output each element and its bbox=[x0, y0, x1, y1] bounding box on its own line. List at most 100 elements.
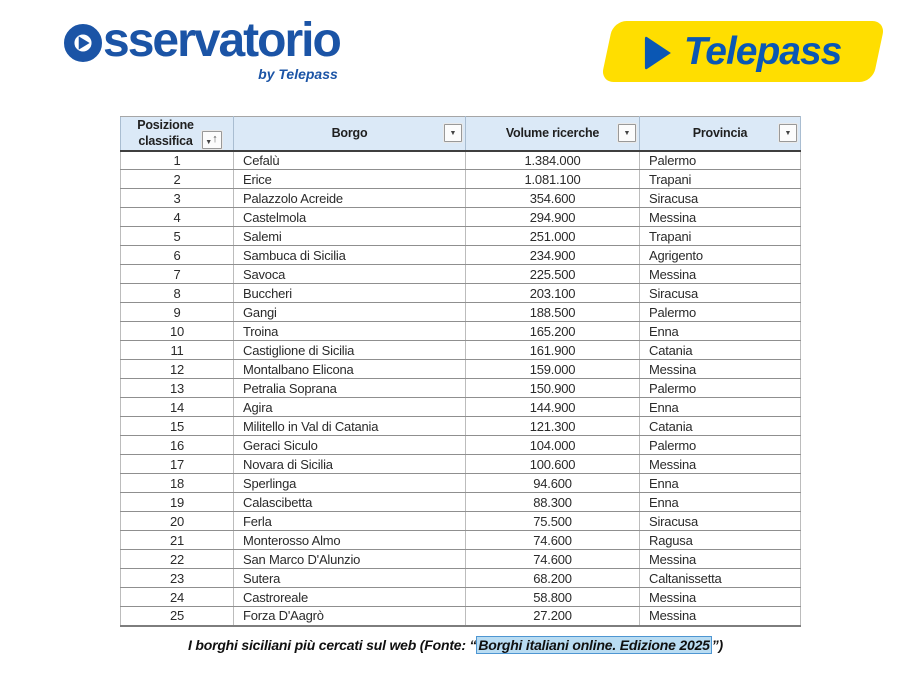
column-label-posizione: Posizione classifica bbox=[137, 118, 194, 149]
table-row: 10 Troina 165.200 Enna bbox=[120, 321, 801, 341]
volume-cell: 1.384.000 bbox=[465, 150, 640, 170]
provincia-cell: Catania bbox=[639, 340, 801, 360]
borgo-cell: San Marco D'Alunzio bbox=[233, 549, 466, 569]
borgo-cell: Sutera bbox=[233, 568, 466, 588]
borgo-cell: Sambuca di Sicilia bbox=[233, 245, 466, 265]
filter-button-volume[interactable]: ▼ bbox=[618, 124, 636, 143]
borgo-cell: Calascibetta bbox=[233, 492, 466, 512]
rank-cell: 14 bbox=[120, 397, 234, 417]
caption-highlighted-source: Borghi italiani online. Edizione 2025 bbox=[476, 636, 712, 654]
table-row: 7 Savoca 225.500 Messina bbox=[120, 264, 801, 284]
filter-sort-button-posizione[interactable]: ▼ ↑ bbox=[201, 130, 222, 149]
rank-cell: 9 bbox=[120, 302, 234, 322]
filter-button-borgo[interactable]: ▼ bbox=[444, 124, 462, 143]
caption-prefix: I borghi siciliani più cercati sul web (… bbox=[187, 637, 477, 653]
telepass-logo: Telepass bbox=[600, 21, 886, 82]
borgo-cell: Castelmola bbox=[233, 207, 466, 227]
rank-cell: 7 bbox=[120, 264, 234, 284]
rank-cell: 1 bbox=[120, 150, 234, 170]
provincia-cell: Enna bbox=[639, 397, 801, 417]
rank-cell: 25 bbox=[120, 606, 234, 627]
table-row: 2 Erice 1.081.100 Trapani bbox=[120, 169, 801, 189]
provincia-cell: Palermo bbox=[639, 302, 801, 322]
telepass-play-icon bbox=[645, 35, 672, 69]
play-circle-icon bbox=[64, 24, 102, 63]
volume-cell: 150.900 bbox=[465, 378, 640, 398]
column-label-volume: Volume ricerche bbox=[505, 126, 600, 141]
provincia-cell: Palermo bbox=[639, 435, 801, 455]
rank-cell: 17 bbox=[120, 454, 234, 474]
rank-cell: 12 bbox=[120, 359, 234, 379]
rank-cell: 24 bbox=[120, 587, 234, 607]
table-row: 8 Buccheri 203.100 Siracusa bbox=[120, 283, 801, 303]
column-header-posizione-classifica: Posizione classifica ▼ ↑ bbox=[120, 116, 234, 152]
volume-cell: 88.300 bbox=[465, 492, 640, 512]
table-row: 12 Montalbano Elicona 159.000 Messina bbox=[120, 359, 801, 379]
volume-cell: 165.200 bbox=[465, 321, 640, 341]
borgo-cell: Geraci Siculo bbox=[233, 435, 466, 455]
provincia-cell: Agrigento bbox=[639, 245, 801, 265]
caption: I borghi siciliani più cercati sul web (… bbox=[0, 636, 911, 654]
provincia-cell: Palermo bbox=[639, 378, 801, 398]
volume-cell: 161.900 bbox=[465, 340, 640, 360]
rank-cell: 15 bbox=[120, 416, 234, 436]
borgo-cell: Castiglione di Sicilia bbox=[233, 340, 466, 360]
rank-cell: 6 bbox=[120, 245, 234, 265]
provincia-cell: Trapani bbox=[639, 169, 801, 189]
filter-button-provincia[interactable]: ▼ bbox=[779, 124, 797, 143]
provincia-cell: Siracusa bbox=[639, 511, 801, 531]
filter-dropdown-icon: ▼ bbox=[205, 138, 213, 146]
osservatorio-byline: by Telepass bbox=[258, 66, 338, 83]
table-row: 18 Sperlinga 94.600 Enna bbox=[120, 473, 801, 493]
borghi-ranking-table: Posizione classifica ▼ ↑ Borgo ▼ Volume … bbox=[120, 116, 801, 627]
volume-cell: 203.100 bbox=[465, 283, 640, 303]
rank-cell: 20 bbox=[120, 511, 234, 531]
borgo-cell: Novara di Sicilia bbox=[233, 454, 466, 474]
filter-dropdown-icon: ▼ bbox=[623, 129, 631, 137]
volume-cell: 68.200 bbox=[465, 568, 640, 588]
borgo-cell: Petralia Soprana bbox=[233, 378, 466, 398]
table-row: 6 Sambuca di Sicilia 234.900 Agrigento bbox=[120, 245, 801, 265]
borgo-cell: Ferla bbox=[233, 511, 466, 531]
table-row: 1 Cefalù 1.384.000 Palermo bbox=[120, 150, 801, 170]
header-row: Posizione classifica ▼ ↑ Borgo ▼ Volume … bbox=[120, 116, 801, 152]
table-row: 17 Novara di Sicilia 100.600 Messina bbox=[120, 454, 801, 474]
provincia-cell: Catania bbox=[639, 416, 801, 436]
volume-cell: 94.600 bbox=[465, 473, 640, 493]
volume-cell: 188.500 bbox=[465, 302, 640, 322]
column-label-provincia: Provincia bbox=[692, 126, 748, 141]
provincia-cell: Caltanissetta bbox=[639, 568, 801, 588]
filter-dropdown-icon: ▼ bbox=[784, 129, 792, 137]
provincia-cell: Messina bbox=[639, 587, 801, 607]
volume-cell: 74.600 bbox=[465, 530, 640, 550]
rank-cell: 10 bbox=[120, 321, 234, 341]
provincia-cell: Ragusa bbox=[639, 530, 801, 550]
table-row: 11 Castiglione di Sicilia 161.900 Catania bbox=[120, 340, 801, 360]
osservatorio-wordmark: sservatorio bbox=[64, 15, 342, 66]
provincia-cell: Messina bbox=[639, 264, 801, 284]
borgo-cell: Savoca bbox=[233, 264, 466, 284]
telepass-wordmark-text: Telepass bbox=[684, 29, 842, 73]
borgo-cell: Monterosso Almo bbox=[233, 530, 466, 550]
borgo-cell: Castroreale bbox=[233, 587, 466, 607]
volume-cell: 251.000 bbox=[465, 226, 640, 246]
table-row: 9 Gangi 188.500 Palermo bbox=[120, 302, 801, 322]
provincia-cell: Messina bbox=[639, 454, 801, 474]
table-row: 20 Ferla 75.500 Siracusa bbox=[120, 511, 801, 531]
volume-cell: 121.300 bbox=[465, 416, 640, 436]
rank-cell: 13 bbox=[120, 378, 234, 398]
rank-cell: 21 bbox=[120, 530, 234, 550]
table-row: 25 Forza D'Aagrò 27.200 Messina bbox=[120, 606, 801, 627]
table-row: 14 Agira 144.900 Enna bbox=[120, 397, 801, 417]
volume-cell: 104.000 bbox=[465, 435, 640, 455]
borgo-cell: Forza D'Aagrò bbox=[233, 606, 466, 627]
table-row: 19 Calascibetta 88.300 Enna bbox=[120, 492, 801, 512]
table-row: 22 San Marco D'Alunzio 74.600 Messina bbox=[120, 549, 801, 569]
volume-cell: 75.500 bbox=[465, 511, 640, 531]
rank-cell: 16 bbox=[120, 435, 234, 455]
volume-cell: 58.800 bbox=[465, 587, 640, 607]
rank-cell: 4 bbox=[120, 207, 234, 227]
provincia-cell: Enna bbox=[639, 492, 801, 512]
rank-cell: 23 bbox=[120, 568, 234, 588]
